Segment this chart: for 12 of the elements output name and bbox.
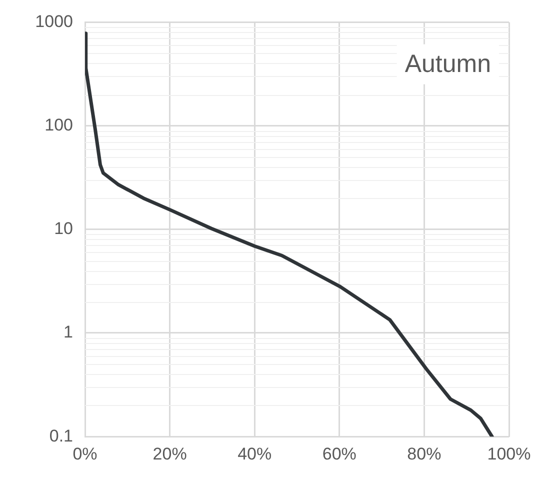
y-tick-label: 100 (44, 115, 73, 134)
x-tick-label: 20% (152, 444, 187, 464)
y-tick-label: 10 (54, 219, 73, 238)
y-tick-label: 1000 (35, 12, 73, 31)
x-tick-label: 80% (407, 444, 442, 464)
x-tick-label: 100% (487, 444, 531, 464)
x-tick-label: 40% (238, 444, 272, 464)
y-tick-label: 1 (64, 322, 73, 342)
annotation: Autumn (404, 50, 491, 78)
x-tick-label: 60% (322, 444, 356, 464)
x-tick-label: 0% (72, 444, 98, 464)
y-tick-label: 0.1 (49, 426, 73, 446)
